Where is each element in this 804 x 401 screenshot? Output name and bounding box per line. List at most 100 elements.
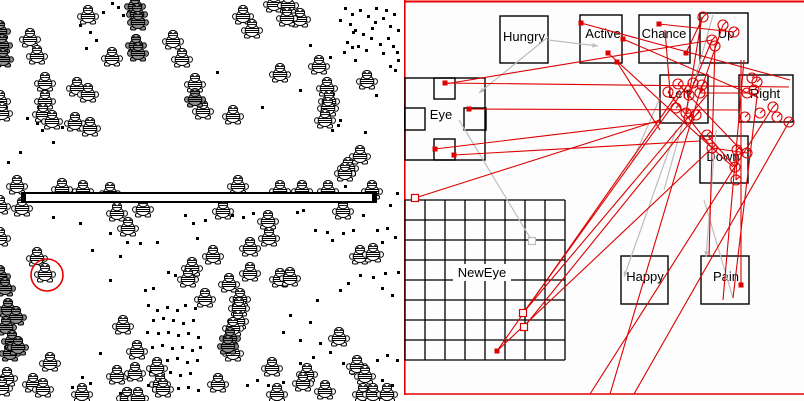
eye-subcell[interactable] bbox=[433, 77, 456, 100]
neuron-dial[interactable] bbox=[706, 34, 718, 46]
gray-wire bbox=[547, 39, 599, 47]
food-dot bbox=[359, 274, 362, 277]
creature-sprite[interactable] bbox=[314, 380, 336, 400]
neuron-dial[interactable] bbox=[730, 174, 742, 186]
creature-sprite[interactable] bbox=[6, 175, 28, 195]
creature-sprite-dark[interactable] bbox=[0, 277, 16, 297]
creature-sprite[interactable] bbox=[71, 383, 93, 401]
creature-sprite-dark[interactable] bbox=[0, 48, 14, 68]
neuron-label-right: Right bbox=[750, 86, 781, 101]
food-dot bbox=[376, 359, 379, 362]
food-dot bbox=[79, 222, 82, 225]
creature-sprite[interactable] bbox=[146, 357, 168, 377]
creature-sprite[interactable] bbox=[77, 5, 99, 25]
neuron-dial-tick bbox=[734, 163, 739, 168]
creature-sprite[interactable] bbox=[239, 262, 261, 282]
neuron-dial[interactable] bbox=[729, 161, 741, 173]
neuron-dial[interactable] bbox=[694, 87, 706, 99]
neuron-dial[interactable] bbox=[683, 89, 695, 101]
food-dot bbox=[397, 59, 400, 62]
creature-sprite[interactable] bbox=[19, 28, 41, 48]
creature-sprite[interactable] bbox=[222, 105, 244, 125]
creature-sprite[interactable] bbox=[356, 70, 378, 90]
food-dot bbox=[204, 219, 207, 222]
neuron-dial[interactable] bbox=[741, 147, 753, 159]
world-view[interactable] bbox=[0, 0, 404, 401]
neuron-box-up[interactable] bbox=[699, 12, 749, 64]
neuron-dial[interactable] bbox=[690, 109, 702, 121]
creature-sprite[interactable] bbox=[227, 175, 249, 195]
neuron-dial[interactable] bbox=[670, 102, 682, 114]
food-dot bbox=[119, 392, 122, 395]
creature-sprite[interactable] bbox=[261, 357, 283, 377]
neuron-dial[interactable] bbox=[717, 19, 729, 31]
food-dot bbox=[144, 289, 147, 292]
neuron-dial[interactable] bbox=[741, 87, 753, 99]
eye-subcell[interactable] bbox=[463, 107, 487, 131]
creature-sprite[interactable] bbox=[207, 373, 229, 393]
neuron-dial[interactable] bbox=[697, 11, 709, 23]
creature-sprite[interactable] bbox=[34, 72, 56, 92]
creature-sprite[interactable] bbox=[0, 227, 11, 247]
creature-sprite[interactable] bbox=[101, 47, 123, 67]
creature-sprite[interactable] bbox=[328, 327, 350, 347]
food-dot bbox=[89, 382, 92, 385]
creature-sprite[interactable] bbox=[0, 102, 13, 122]
creature-sprite[interactable] bbox=[332, 200, 354, 220]
neuron-box-hungry[interactable] bbox=[499, 15, 549, 64]
neuron-dial[interactable] bbox=[748, 84, 760, 96]
creature-sprite[interactable] bbox=[34, 263, 56, 283]
creature-sprite[interactable] bbox=[258, 227, 280, 247]
creature-sprite[interactable] bbox=[218, 273, 240, 293]
food-dot bbox=[367, 15, 370, 18]
food-dot bbox=[171, 347, 174, 350]
neuron-dial[interactable] bbox=[739, 111, 751, 123]
creature-sprite[interactable] bbox=[162, 30, 184, 50]
creature-sprite[interactable] bbox=[362, 243, 384, 263]
neuron-dial[interactable] bbox=[771, 111, 783, 123]
creature-sprite[interactable] bbox=[269, 63, 291, 83]
neuron-dial[interactable] bbox=[783, 116, 795, 128]
creature-sprite[interactable] bbox=[308, 55, 330, 75]
creature-sprite[interactable] bbox=[212, 200, 234, 220]
creature-sprite[interactable] bbox=[376, 383, 398, 401]
brain-view[interactable]: HungryActiveChanceUpLeftRightDownHappyPa… bbox=[404, 0, 804, 401]
neuron-box-right[interactable] bbox=[738, 74, 794, 123]
creature-sprite[interactable] bbox=[39, 352, 61, 372]
neuron-dial-tick bbox=[746, 149, 751, 154]
neuron-box-pain[interactable] bbox=[700, 255, 750, 305]
neuron-dial[interactable] bbox=[728, 26, 740, 38]
creature-sprite[interactable] bbox=[257, 210, 279, 230]
red-wire bbox=[699, 24, 724, 94]
creature-sprite[interactable] bbox=[106, 202, 128, 222]
creature-sprite[interactable] bbox=[112, 315, 134, 335]
creature-sprite[interactable] bbox=[194, 288, 216, 308]
creature-sprite[interactable] bbox=[26, 45, 48, 65]
neuron-dial[interactable] bbox=[672, 78, 684, 90]
neuron-dial[interactable] bbox=[754, 107, 766, 119]
neuron-dial[interactable] bbox=[709, 40, 721, 52]
creature-sprite[interactable] bbox=[171, 48, 193, 68]
brain-canvas[interactable]: HungryActiveChanceUpLeftRightDownHappyPa… bbox=[404, 0, 804, 401]
creature-sprite[interactable] bbox=[79, 117, 101, 137]
creature-sprite[interactable] bbox=[239, 237, 261, 257]
creature-sprite[interactable] bbox=[0, 195, 11, 215]
food-dot bbox=[299, 339, 302, 342]
neuron-dial[interactable] bbox=[706, 142, 718, 154]
neuron-dial-tick bbox=[751, 74, 756, 79]
neuron-dial[interactable] bbox=[701, 129, 713, 141]
food-dot bbox=[375, 94, 378, 97]
creature-sprite[interactable] bbox=[124, 362, 146, 382]
neuron-dial-tick bbox=[744, 113, 749, 118]
neuron-dial[interactable] bbox=[696, 79, 708, 91]
neuron-box-happy[interactable] bbox=[620, 255, 669, 305]
neuron-dial[interactable] bbox=[662, 86, 674, 98]
creature-sprite[interactable] bbox=[202, 245, 224, 265]
neuron-dial[interactable] bbox=[683, 112, 695, 124]
eye-subcell[interactable] bbox=[404, 107, 426, 131]
creature-sprite[interactable] bbox=[126, 340, 148, 360]
neuron-dial[interactable] bbox=[767, 101, 779, 113]
world-canvas[interactable] bbox=[0, 0, 404, 401]
neuron-dial[interactable] bbox=[731, 144, 743, 156]
selected-creature-circle[interactable] bbox=[30, 258, 64, 292]
